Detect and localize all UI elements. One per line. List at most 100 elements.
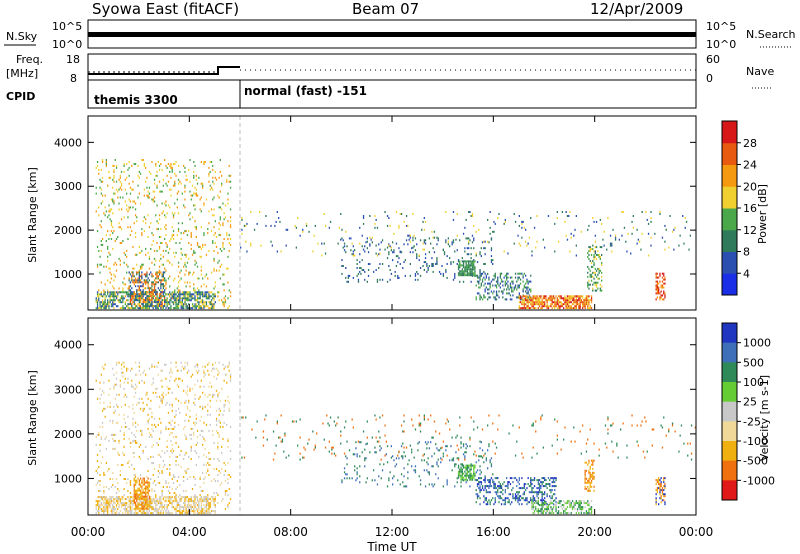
power-cell xyxy=(452,241,455,244)
velocity-cell xyxy=(183,506,185,509)
power-cell xyxy=(156,305,158,308)
velocity-cell xyxy=(152,462,154,464)
power-cell xyxy=(164,271,166,274)
power-cell xyxy=(592,217,594,219)
power-cell xyxy=(228,180,230,183)
power-cell xyxy=(137,184,139,187)
velocity-cell xyxy=(160,496,162,499)
power-cell xyxy=(459,270,461,273)
power-cell xyxy=(594,250,596,253)
velocity-cell xyxy=(143,508,145,511)
power-cell xyxy=(145,166,147,169)
velocity-cell xyxy=(129,508,132,511)
power-cell xyxy=(109,176,111,179)
power-cell xyxy=(462,270,465,273)
power-cell xyxy=(576,301,579,304)
power-cell xyxy=(147,277,149,280)
power-cell xyxy=(170,307,172,310)
power-cell xyxy=(214,281,216,284)
power-cell xyxy=(143,291,145,294)
velocity-cell xyxy=(117,500,119,503)
power-cell xyxy=(469,239,471,242)
velocity-cell xyxy=(108,506,110,509)
velocity-cell xyxy=(495,491,498,494)
velocity-cell xyxy=(189,415,191,418)
velocity-cell xyxy=(504,491,506,494)
velocity-cell xyxy=(207,510,209,513)
power-cell xyxy=(380,241,382,244)
velocity-cell xyxy=(392,483,394,486)
power-cell xyxy=(138,289,140,292)
power-cell xyxy=(609,234,612,237)
power-cell xyxy=(186,297,189,300)
power-cell xyxy=(585,301,588,304)
velocity-cell xyxy=(175,435,177,438)
velocity-cell xyxy=(143,477,145,480)
velocity-cell xyxy=(155,510,157,513)
power-cell xyxy=(295,246,297,249)
velocity-cell xyxy=(202,365,204,368)
power-cell xyxy=(554,305,556,308)
velocity-cell xyxy=(169,502,171,505)
power-cell xyxy=(550,305,552,308)
power-cell xyxy=(582,303,584,306)
velocity-cell xyxy=(152,482,154,484)
velocity-cell xyxy=(442,485,444,488)
power-cell xyxy=(546,299,548,302)
power-cell xyxy=(184,166,186,169)
velocity-cell xyxy=(189,500,191,503)
power-cell xyxy=(219,218,221,221)
power-cell xyxy=(194,204,196,207)
power-cell xyxy=(479,298,481,301)
velocity-cell xyxy=(100,435,102,438)
power-cell xyxy=(381,278,384,281)
power-cell xyxy=(196,295,199,298)
power-cell xyxy=(378,253,380,256)
velocity-cell xyxy=(143,491,145,494)
power-cell xyxy=(389,269,391,271)
power-cell xyxy=(497,217,499,219)
power-colorbar-swatch xyxy=(722,273,737,296)
power-cell xyxy=(422,242,424,245)
velocity-cell xyxy=(354,465,356,468)
velocity-cell xyxy=(485,499,487,502)
velocity-cell xyxy=(532,497,534,500)
velocity-cell xyxy=(193,476,195,478)
power-cell xyxy=(114,275,116,278)
power-cell xyxy=(490,247,493,250)
velocity-cell xyxy=(143,503,145,506)
power-cell xyxy=(202,186,204,189)
power-cell xyxy=(185,305,187,308)
velocity-cell xyxy=(200,498,202,501)
velocity-cell xyxy=(118,490,120,492)
velocity-cell xyxy=(180,500,182,503)
velocity-cell xyxy=(110,508,113,511)
velocity-cell xyxy=(148,481,151,484)
power-cell xyxy=(679,234,681,237)
velocity-cell xyxy=(473,453,475,456)
power-cell xyxy=(148,297,151,300)
power-cell xyxy=(184,198,186,201)
power-cell xyxy=(160,303,162,306)
power-cell xyxy=(139,202,142,205)
velocity-cell xyxy=(95,506,97,509)
velocity-cell xyxy=(186,385,189,388)
power-cell xyxy=(461,268,463,271)
velocity-cell xyxy=(145,487,147,490)
power-cell xyxy=(436,243,438,246)
velocity-cell xyxy=(484,485,486,488)
velocity-cell xyxy=(179,453,181,456)
power-cell xyxy=(342,265,344,267)
velocity-cell xyxy=(109,419,111,422)
power-cell xyxy=(369,215,371,217)
power-cell xyxy=(181,291,183,294)
power-cell xyxy=(162,283,164,286)
power-cell xyxy=(155,299,157,302)
velocity-cell xyxy=(170,496,172,499)
power-cell xyxy=(161,291,163,294)
velocity-cell xyxy=(165,403,167,406)
velocity-cell xyxy=(131,500,133,503)
power-cell xyxy=(177,230,180,233)
power-cell xyxy=(174,212,176,215)
velocity-cell xyxy=(114,433,116,436)
